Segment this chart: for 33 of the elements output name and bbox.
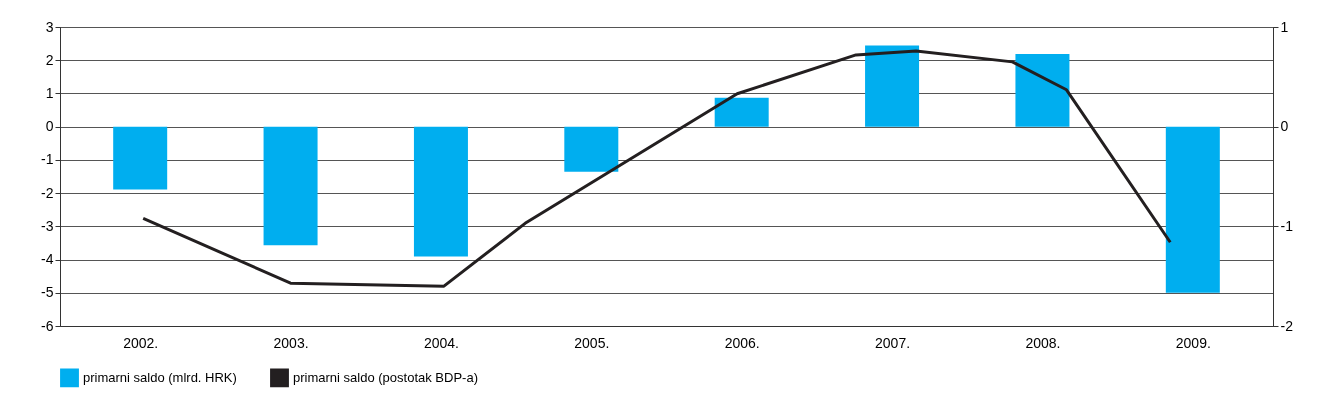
y-tick-label: -5 — [41, 284, 54, 301]
y2-tick-label: -1 — [1280, 217, 1294, 234]
y-tick-label: -3 — [41, 217, 54, 234]
x-tick-label: 2007. — [875, 334, 911, 351]
legend-label: primarni saldo (postotak BDP-a) — [293, 369, 478, 385]
x-tick-label: 2002. — [123, 334, 159, 351]
x-tick-label: 2003. — [273, 334, 309, 351]
x-tick-label: 2006. — [724, 334, 760, 351]
y-tick-label: -6 — [41, 317, 54, 334]
bar — [714, 97, 769, 127]
bar — [413, 126, 468, 257]
legend-label: primarni saldo (mlrd. HRK) — [83, 369, 237, 385]
line-series — [141, 49, 1172, 288]
bar — [1015, 53, 1070, 127]
bar — [113, 126, 168, 190]
bar — [1165, 126, 1220, 293]
bar — [263, 126, 318, 246]
y-tick-label: -2 — [41, 184, 54, 201]
y-tick-label: -4 — [41, 251, 54, 268]
bar — [865, 45, 920, 127]
y2-tick-label: -2 — [1280, 317, 1294, 334]
y2-tick-label: 0 — [1280, 118, 1289, 135]
x-tick-label: 2004. — [423, 334, 459, 351]
y-tick-label: 1 — [45, 84, 54, 101]
y-tick-label: 0 — [45, 118, 54, 135]
y-tick-label: 2 — [45, 51, 54, 68]
y-tick-label: 3 — [45, 18, 54, 35]
y-tick-label: -1 — [41, 151, 54, 168]
y2-tick-label: 1 — [1280, 18, 1289, 35]
bar — [564, 126, 619, 172]
x-tick-label: 2005. — [574, 334, 610, 351]
x-tick-label: 2009. — [1175, 334, 1211, 351]
x-tick-label: 2008. — [1025, 334, 1061, 351]
